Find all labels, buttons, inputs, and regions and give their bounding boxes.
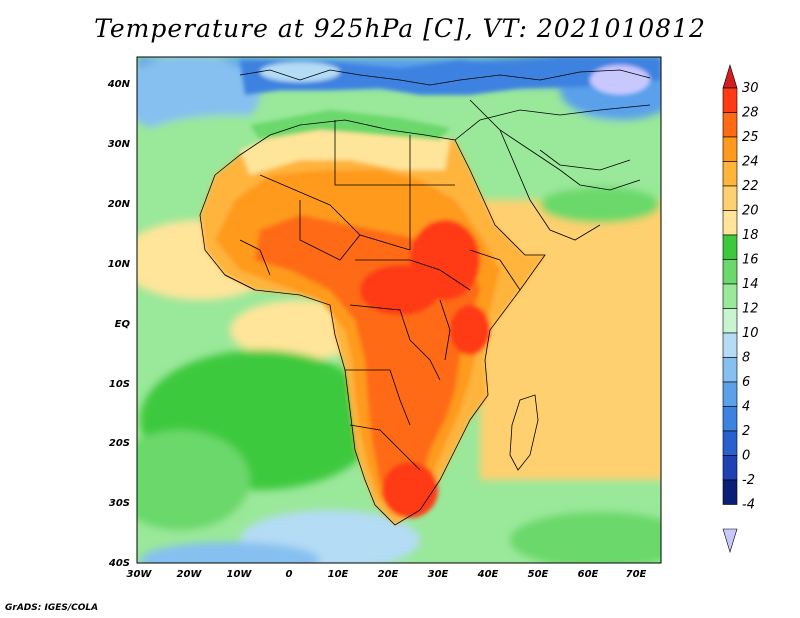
colorbar-label: 4 — [742, 400, 750, 415]
grads-credit: GrADS: IGES/COLA — [5, 603, 99, 613]
colorbar-swatch — [722, 357, 738, 383]
colorbar-swatch — [722, 210, 738, 236]
lon-tick: 20W — [177, 569, 203, 580]
lat-tick: 10S — [109, 379, 130, 390]
colorbar-label: 22 — [742, 179, 759, 194]
colorbar-label: 16 — [742, 253, 759, 268]
colorbar-label: 14 — [742, 277, 759, 292]
lon-tick: 20E — [378, 569, 399, 580]
lat-tick: 30S — [109, 498, 130, 509]
colorbar-swatch — [722, 381, 738, 407]
colorbar-label: 24 — [742, 155, 759, 170]
colorbar-swatch — [722, 430, 738, 456]
colorbar-label: 0 — [742, 449, 750, 464]
colorbar-label: 30 — [742, 81, 759, 96]
colorbar-swatch — [722, 234, 738, 260]
map-title: Temperature at 925hPa [C], VT: 202101081… — [94, 14, 706, 43]
colorbar-label: 28 — [742, 106, 759, 121]
lon-tick: 70E — [626, 569, 647, 580]
colorbar-swatch — [722, 308, 738, 334]
lon-tick: 30W — [127, 569, 153, 580]
colorbar-bottom-arrow — [722, 528, 738, 554]
colorbar-swatch — [722, 259, 738, 285]
colorbar-swatch — [722, 161, 738, 187]
country-borders — [199, 69, 651, 526]
colorbar-label: 18 — [742, 228, 759, 243]
colorbar-label: 8 — [742, 351, 750, 366]
lon-tick: 10E — [328, 569, 349, 580]
colorbar-swatch — [722, 406, 738, 432]
lon-tick: 10W — [227, 569, 253, 580]
lat-tick: 20S — [109, 438, 130, 449]
lon-tick: 30E — [428, 569, 449, 580]
lon-tick: 60E — [578, 569, 599, 580]
colorbar-top-arrow — [722, 63, 738, 89]
temperature-field — [137, 57, 661, 563]
colorbar-swatch — [722, 136, 738, 162]
lat-tick: 30N — [108, 139, 131, 150]
colorbar-label: 10 — [742, 326, 759, 341]
lat-tick: 40N — [107, 79, 131, 90]
lon-axis: 30W 20W 10W 0 10E 20E 30E 40E 50E 60E 70… — [127, 569, 647, 580]
lat-tick: EQ — [115, 319, 131, 330]
lon-tick: 50E — [528, 569, 549, 580]
lat-axis: 40N 30N 20N 10N EQ 10S 20S 30S 40S — [107, 79, 131, 569]
colorbar-label: 12 — [742, 302, 759, 317]
colorbar-label: 25 — [742, 130, 759, 145]
colorbar-swatch — [722, 185, 738, 211]
colorbar-label: 20 — [742, 204, 759, 219]
colorbar-label: 6 — [742, 375, 750, 390]
colorbar-swatch — [722, 283, 738, 309]
lat-tick: 10N — [108, 259, 131, 270]
lon-tick: 0 — [286, 569, 293, 580]
colorbar-swatch — [722, 332, 738, 358]
colorbar-label: -2 — [742, 473, 755, 488]
map-frame — [136, 56, 662, 564]
colorbar-label: 2 — [742, 424, 750, 439]
colorbar-swatch — [722, 87, 738, 113]
colorbar-swatch — [722, 455, 738, 481]
lon-tick: 40E — [477, 569, 499, 580]
lat-tick: 40S — [108, 558, 130, 569]
colorbar-swatch — [722, 112, 738, 138]
colorbar-swatch — [722, 479, 738, 505]
colorbar-label: -4 — [742, 498, 755, 513]
lat-tick: 20N — [108, 199, 131, 210]
